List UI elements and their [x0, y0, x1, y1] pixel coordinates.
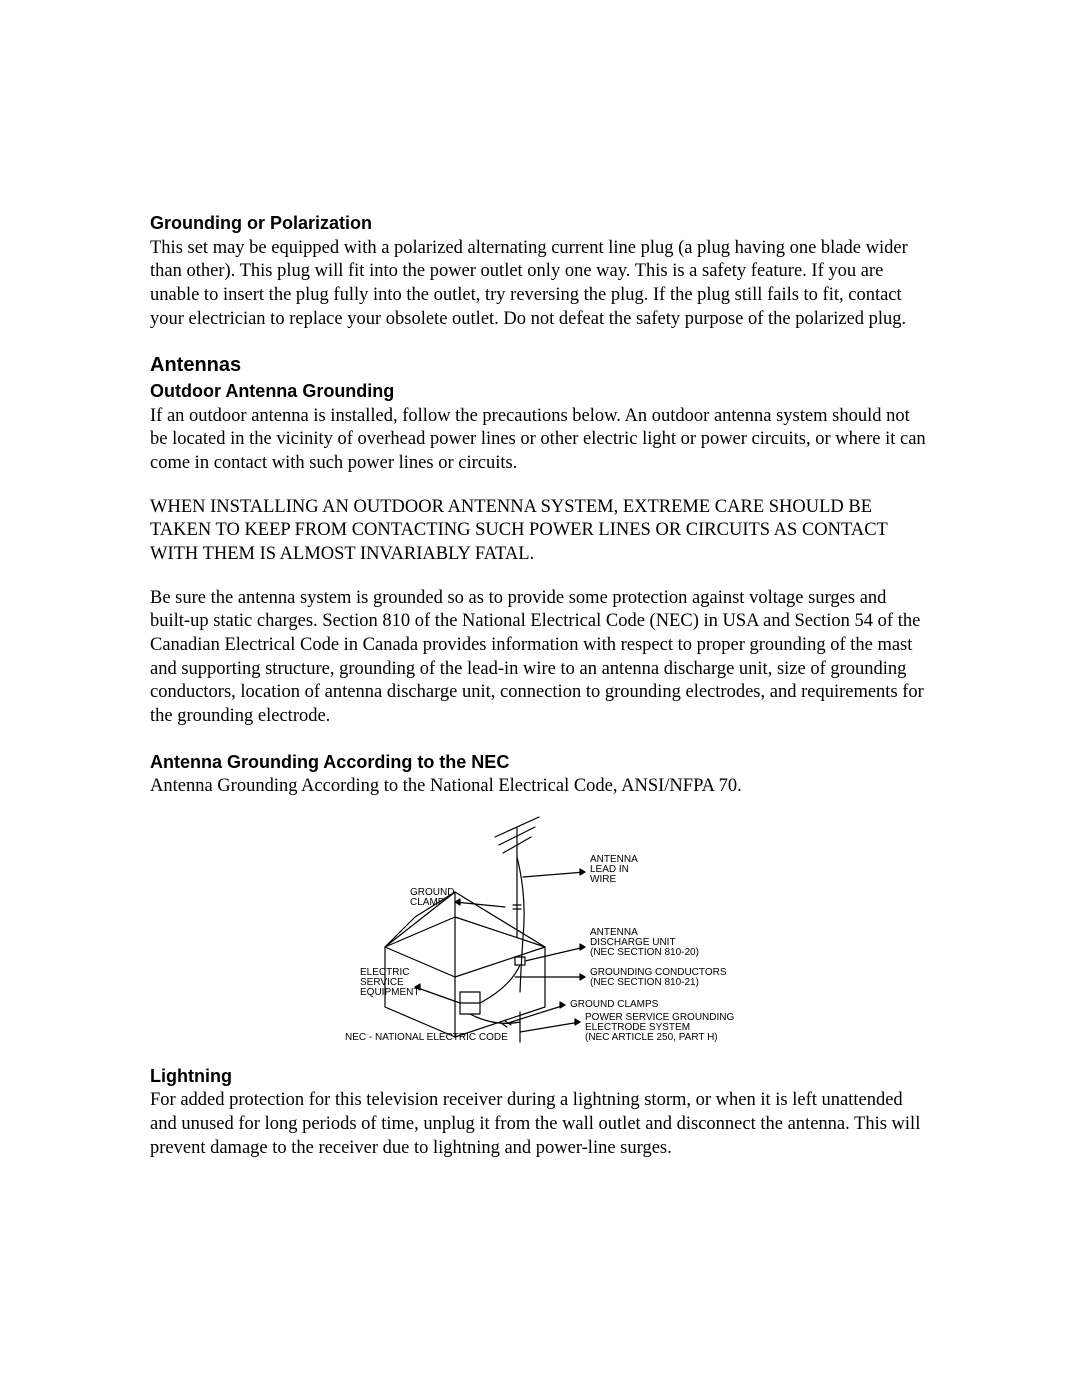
label-electric-service: ELECTRIC SERVICE EQUIPMENT: [360, 967, 419, 998]
body-outdoor-antenna-2: Be sure the antenna system is grounded s…: [150, 587, 930, 729]
heading-antennas: Antennas: [150, 353, 930, 378]
label-nec-note: NEC - NATIONAL ELECTRIC CODE: [345, 1032, 508, 1043]
label-power-service: POWER SERVICE GROUNDING ELECTRODE SYSTEM…: [585, 1012, 737, 1043]
heading-antenna-nec: Antenna Grounding According to the NEC: [150, 751, 930, 774]
body-antenna-nec: Antenna Grounding According to the Natio…: [150, 775, 930, 799]
antenna-grounding-diagram: GROUND CLAMP ANTENNA LEAD IN WIRE ANTENN…: [150, 807, 930, 1057]
heading-grounding-polarization: Grounding or Polarization: [150, 212, 930, 235]
antenna-grounding-diagram-svg: GROUND CLAMP ANTENNA LEAD IN WIRE ANTENN…: [305, 807, 775, 1057]
content-column: Grounding or Polarization This set may b…: [150, 212, 930, 1160]
body-grounding-polarization: This set may be equipped with a polarize…: [150, 237, 930, 332]
label-antenna-lead-in: ANTENNA LEAD IN WIRE: [590, 854, 640, 885]
body-outdoor-antenna-1: If an outdoor antenna is installed, foll…: [150, 405, 930, 476]
label-ground-clamps: GROUND CLAMPS: [570, 999, 659, 1010]
document-page: Grounding or Polarization This set may b…: [0, 0, 1080, 1397]
warning-outdoor-antenna: WHEN INSTALLING AN OUTDOOR ANTENNA SYSTE…: [150, 496, 930, 567]
body-lightning: For added protection for this television…: [150, 1089, 930, 1160]
label-ground-clamp: GROUND CLAMP: [410, 887, 457, 908]
label-grounding-conductors: GROUNDING CONDUCTORS (NEC SECTION 810-21…: [590, 967, 729, 988]
heading-outdoor-antenna-grounding: Outdoor Antenna Grounding: [150, 380, 930, 403]
heading-lightning: Lightning: [150, 1065, 930, 1088]
label-antenna-discharge: ANTENNA DISCHARGE UNIT (NEC SECTION 810-…: [590, 927, 699, 958]
